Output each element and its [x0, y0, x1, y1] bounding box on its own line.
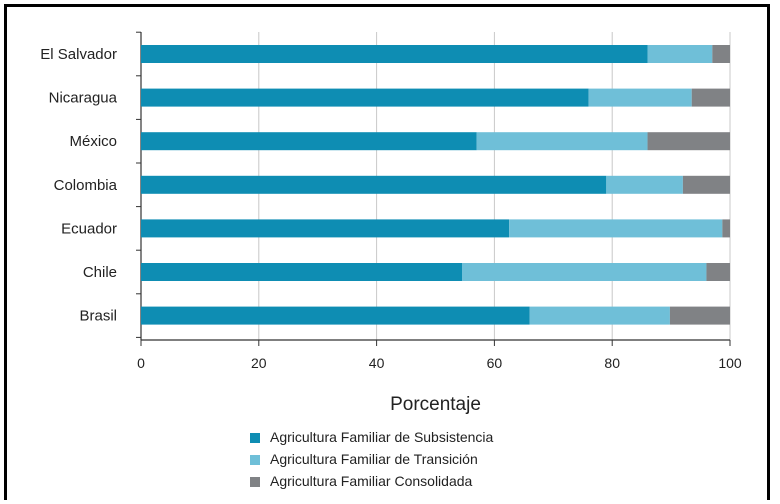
bar-3-2 [647, 132, 730, 151]
legend-swatch-2 [250, 455, 260, 465]
legend-swatch-3 [250, 477, 260, 487]
bar-2-1 [588, 88, 692, 107]
bar-1-2 [141, 132, 477, 151]
bar-1-6 [141, 306, 530, 325]
bar-2-3 [606, 175, 683, 194]
bar-3-5 [706, 263, 730, 281]
bar-1-0 [141, 45, 648, 63]
legend-swatch-1 [250, 433, 260, 443]
legend-label-2: Agricultura Familiar de Transición [270, 451, 478, 467]
category-label: Chile [83, 264, 117, 281]
bar-1-3 [141, 175, 607, 194]
bar-3-4 [722, 219, 730, 238]
x-tick-label: 40 [369, 355, 385, 371]
bar-2-4 [509, 219, 723, 238]
x-tick-label: 0 [137, 355, 145, 371]
chart-frame [4, 4, 770, 500]
legend-label-1: Agricultura Familiar de Subsistencia [270, 429, 494, 445]
legend-label-3: Agricultura Familiar Consolidada [270, 473, 473, 489]
bar-2-6 [529, 306, 670, 325]
category-label: Colombia [54, 177, 118, 194]
x-tick-label: 60 [487, 355, 503, 371]
x-tick-label: 20 [251, 355, 267, 371]
category-label: Brasil [79, 308, 117, 325]
category-label: Nicaragua [49, 90, 118, 107]
bar-3-1 [691, 88, 730, 107]
bar-2-0 [647, 45, 713, 63]
x-axis-title: Porcentaje [390, 394, 481, 415]
category-label: Ecuador [61, 220, 117, 237]
bar-3-3 [682, 175, 730, 194]
x-tick-label: 80 [604, 355, 620, 371]
bar-3-0 [712, 45, 730, 63]
bar-2-2 [476, 132, 648, 151]
category-label: El Salvador [40, 46, 117, 63]
bar-3-6 [669, 306, 730, 325]
bar-1-1 [141, 88, 589, 107]
bar-1-5 [141, 263, 463, 281]
bar-1-4 [141, 219, 510, 238]
bar-2-5 [462, 263, 707, 281]
category-label: México [69, 133, 117, 150]
x-tick-label: 100 [718, 355, 742, 371]
